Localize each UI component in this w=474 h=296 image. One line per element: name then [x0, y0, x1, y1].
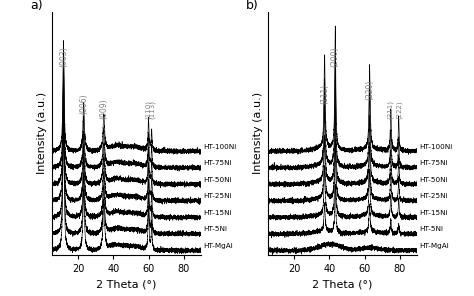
Text: HT-MgAl: HT-MgAl [204, 243, 234, 249]
Text: HT-15Ni: HT-15Ni [204, 210, 232, 216]
Text: HT-75Ni: HT-75Ni [204, 160, 232, 166]
Text: (003): (003) [59, 46, 68, 67]
Text: a): a) [30, 0, 42, 12]
Text: HT-25Ni: HT-25Ni [204, 193, 232, 200]
X-axis label: 2 Theta (°): 2 Theta (°) [312, 279, 373, 289]
Text: (006): (006) [79, 93, 88, 114]
Text: (200): (200) [331, 46, 340, 67]
Y-axis label: Intensity (a.u.): Intensity (a.u.) [253, 92, 263, 174]
Text: HT-25Ni: HT-25Ni [420, 193, 448, 200]
X-axis label: 2 Theta (°): 2 Theta (°) [96, 279, 157, 289]
Text: HT-5Ni: HT-5Ni [420, 226, 444, 232]
Text: (111): (111) [320, 84, 329, 104]
Text: HT-5Ni: HT-5Ni [204, 226, 228, 232]
Text: HT-75Ni: HT-75Ni [420, 160, 448, 166]
Text: HT-100Ni: HT-100Ni [420, 144, 453, 150]
Text: (113): (113) [148, 100, 155, 119]
Text: (311): (311) [387, 100, 393, 119]
Text: HT-100Ni: HT-100Ni [204, 144, 237, 150]
Y-axis label: Intensity (a.u.): Intensity (a.u.) [36, 92, 46, 174]
Text: HT-15Ni: HT-15Ni [420, 210, 448, 216]
Text: (110): (110) [145, 100, 151, 119]
Text: (009): (009) [100, 99, 109, 119]
Text: (222): (222) [396, 101, 402, 119]
Text: HT-50Ni: HT-50Ni [420, 177, 448, 183]
Text: HT-50Ni: HT-50Ni [204, 177, 232, 183]
Text: (220): (220) [365, 80, 374, 100]
Text: b): b) [246, 0, 258, 12]
Text: HT-MgAl: HT-MgAl [420, 243, 449, 249]
